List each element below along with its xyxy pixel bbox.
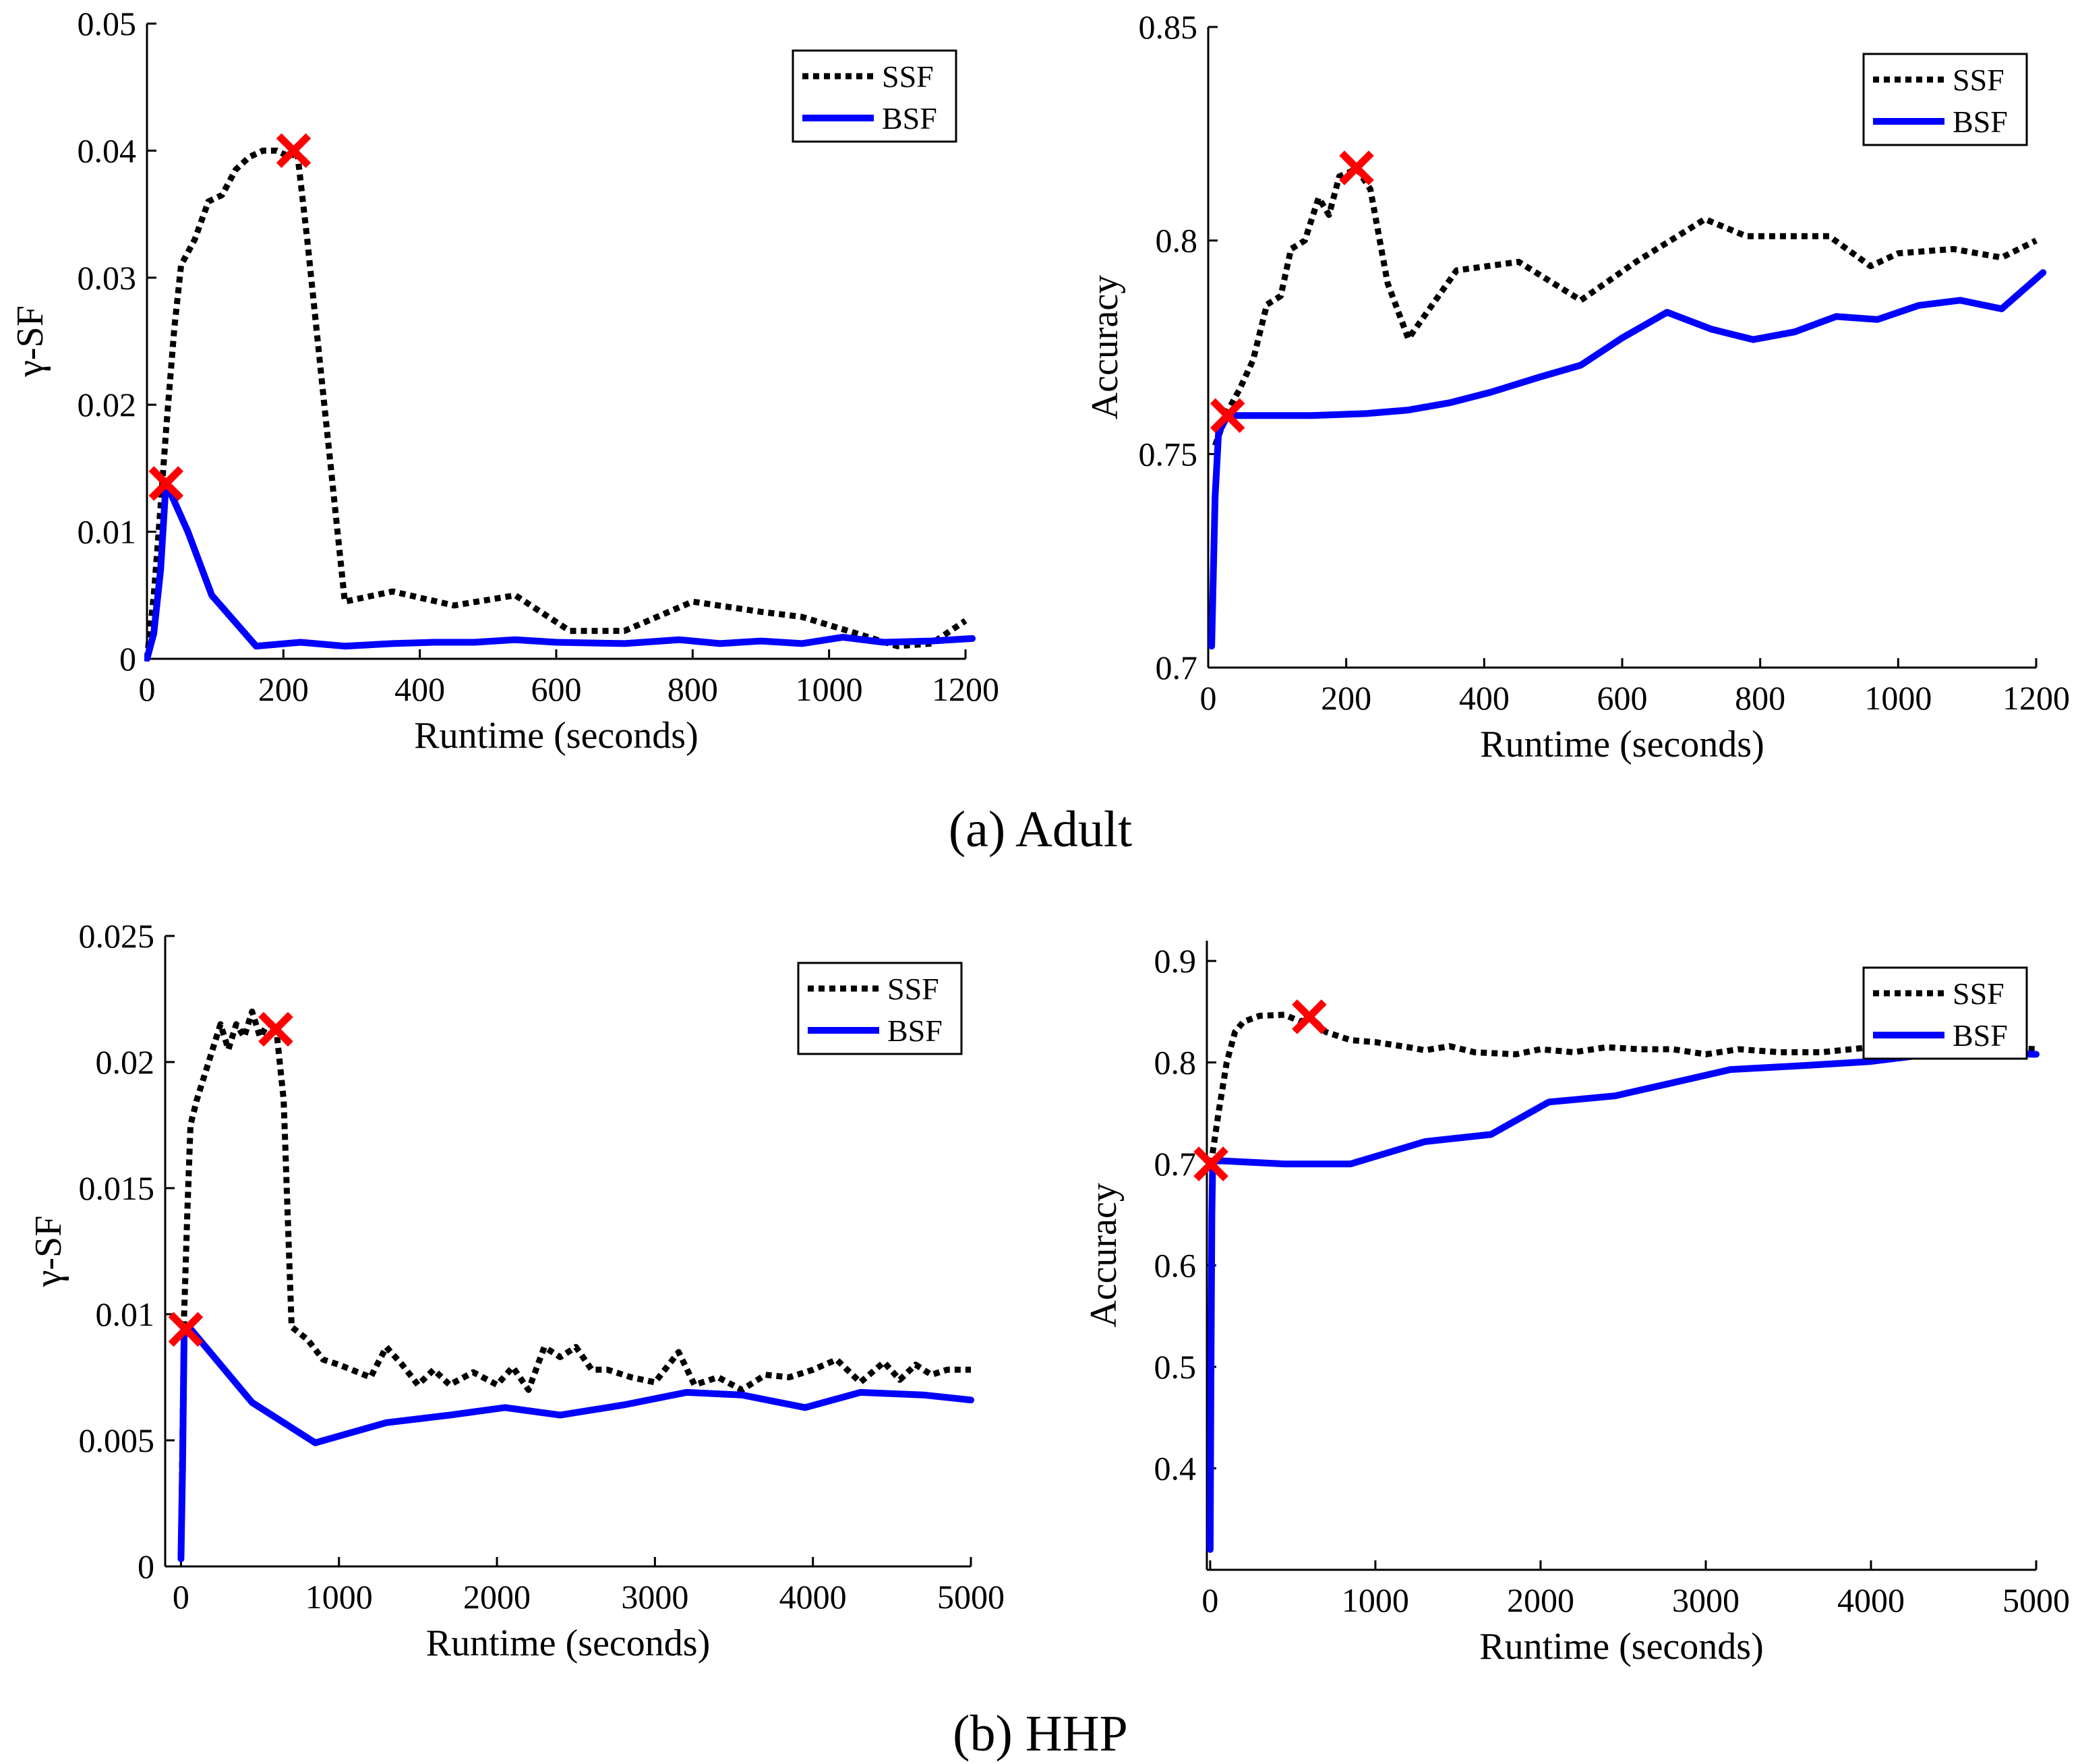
- x-tick-label: 800: [1735, 679, 1785, 717]
- peak-marker-ssf: [258, 1011, 293, 1047]
- x-tick-label: 5000: [2002, 1581, 2070, 1619]
- legend-label-bsf: BSF: [887, 1013, 943, 1048]
- legend-label-bsf: BSF: [882, 101, 937, 136]
- legend-label-ssf: SSF: [1953, 976, 2004, 1011]
- y-tick-label: 0.5: [1154, 1348, 1197, 1386]
- legend: SSF BSF: [797, 962, 963, 1055]
- y-tick-label: 0.025: [79, 917, 155, 955]
- peak-marker-bsf: [1210, 398, 1245, 434]
- chart-hhp-accuracy: 0 1000 2000 3000 4000 5000 0.4 0.5 0.6 0.7 0.8 0.9 R…: [1083, 941, 2070, 1668]
- legend-box: [1862, 966, 2028, 1060]
- y-tick-label: 0: [138, 1548, 154, 1585]
- y-axis-label: γ-SF: [28, 1216, 69, 1288]
- legend-box: [792, 49, 957, 143]
- x-tick-label: 0: [1200, 679, 1217, 717]
- x-tick-label: 5000: [937, 1578, 1005, 1616]
- legend-box: [797, 962, 963, 1055]
- y-tick-label: 0.7: [1156, 649, 1198, 686]
- y-tick-label: 0.85: [1139, 8, 1198, 46]
- peak-marker-ssf: [276, 133, 311, 169]
- chart-adult-gamma-sf: 0 200 400 600 800 1000 1200 0 0.01 0.02 0.03 0.04 0.…: [9, 5, 999, 757]
- series-line-bsf: [1208, 269, 2047, 650]
- y-tick-label: 0.8: [1154, 1044, 1197, 1082]
- peak-marker-ssf: [1292, 999, 1327, 1034]
- y-tick-label: 0.01: [96, 1295, 155, 1333]
- legend: SSF BSF: [1862, 53, 2028, 146]
- x-tick-label: 1000: [1342, 1581, 1409, 1619]
- x-tick-label: 4000: [779, 1578, 847, 1616]
- series-line-ssf: [1212, 165, 2038, 447]
- legend-box: [1862, 53, 2028, 146]
- y-tick-label: 0.7: [1154, 1145, 1197, 1183]
- y-tick-label: 0.04: [78, 131, 137, 169]
- y-tick-label: 0.9: [1154, 942, 1197, 980]
- peak-marker-bsf: [168, 1312, 204, 1347]
- x-tick-label: 0: [1201, 1581, 1218, 1619]
- x-tick-label: 600: [531, 670, 582, 708]
- y-tick-label: 0: [119, 640, 136, 678]
- y-tick-label: 0.05: [78, 5, 137, 42]
- x-axis-label: Runtime (seconds): [426, 1622, 710, 1664]
- x-tick-label: 0: [139, 670, 156, 708]
- caption-hhp: (b) HHP: [953, 1705, 1128, 1762]
- x-tick-label: 1200: [932, 670, 999, 708]
- y-tick-label: 0.005: [79, 1421, 155, 1459]
- x-axis-label: Runtime (seconds): [1480, 724, 1764, 765]
- y-tick-label: 0.02: [78, 386, 137, 423]
- x-tick-label: 2000: [463, 1578, 531, 1616]
- x-axis-label: Runtime (seconds): [1479, 1626, 1763, 1668]
- series-line-ssf: [177, 1008, 971, 1554]
- x-tick-label: 4000: [1837, 1581, 1905, 1619]
- peak-marker-bsf: [1193, 1146, 1228, 1181]
- x-tick-label: 0: [173, 1578, 189, 1616]
- y-tick-label: 0.03: [78, 259, 137, 297]
- x-tick-label: 200: [1321, 679, 1371, 717]
- x-tick-label: 3000: [1672, 1581, 1740, 1619]
- x-tick-label: 1000: [1864, 679, 1932, 717]
- caption-adult: (a) Adult: [949, 801, 1132, 858]
- peak-marker-ssf: [1339, 150, 1374, 185]
- y-tick-label: 0.4: [1154, 1450, 1197, 1488]
- y-axis-label: Accuracy: [1084, 275, 1126, 420]
- x-tick-label: 1000: [305, 1578, 373, 1616]
- y-tick-label: 0.75: [1139, 435, 1198, 473]
- y-axis-label: γ-SF: [9, 305, 51, 378]
- y-tick-label: 0.015: [79, 1169, 155, 1207]
- chart-hhp-gamma-sf: 0 1000 2000 3000 4000 5000 0 0.005 0.01 0.015 0.02…: [28, 917, 1005, 1664]
- y-tick-label: 0.01: [78, 513, 137, 551]
- x-tick-label: 1200: [2002, 679, 2070, 717]
- legend-label-ssf: SSF: [1953, 63, 2004, 97]
- x-tick-label: 400: [394, 670, 445, 708]
- x-tick-label: 800: [667, 670, 718, 708]
- legend: SSF BSF: [1862, 966, 2028, 1060]
- series-line-ssf: [1208, 1011, 2037, 1165]
- y-tick-label: 0.02: [96, 1043, 155, 1081]
- x-tick-label: 1000: [796, 670, 863, 708]
- x-tick-label: 200: [258, 670, 309, 708]
- legend-label-ssf: SSF: [887, 972, 939, 1006]
- legend-label-bsf: BSF: [1953, 1018, 2008, 1053]
- x-tick-label: 400: [1459, 679, 1510, 717]
- chart-adult-accuracy: 0 200 400 600 800 1000 1200 0.7 0.75 0.8 0.85 Runti…: [1084, 8, 2070, 765]
- x-tick-label: 2000: [1507, 1581, 1574, 1619]
- y-tick-label: 0.6: [1154, 1247, 1197, 1285]
- legend: SSF BSF: [792, 49, 957, 143]
- legend-label-bsf: BSF: [1953, 105, 2008, 139]
- y-axis-label: Accuracy: [1083, 1183, 1125, 1328]
- series-group: [1208, 165, 2047, 650]
- peak-marker-bsf: [148, 466, 184, 501]
- x-tick-label: 600: [1597, 679, 1648, 717]
- y-tick-label: 0.8: [1156, 222, 1198, 260]
- x-axis-label: Runtime (seconds): [414, 715, 698, 757]
- x-tick-label: 3000: [621, 1578, 688, 1616]
- legend-label-ssf: SSF: [882, 59, 934, 94]
